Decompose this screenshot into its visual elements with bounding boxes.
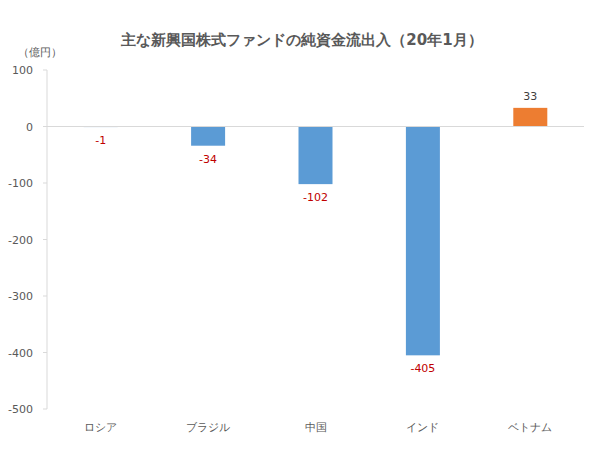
y-tick-label: -100 (8, 177, 33, 190)
y-tick-label: -400 (8, 347, 33, 360)
y-tick (43, 296, 47, 297)
x-tick-label: ブラジル (186, 421, 230, 434)
y-tick-label: 0 (26, 121, 33, 134)
y-tick (43, 409, 47, 410)
y-tick (43, 239, 47, 240)
y-tick-label: 100 (12, 64, 33, 77)
chart-svg: 主な新興国株式ファンドの純資金流出入（20年1月） （億円） -500 -400 -30… (0, 0, 604, 468)
x-tick-label: ロシア (84, 421, 117, 434)
x-axis-line (47, 126, 584, 127)
y-tick (43, 126, 47, 127)
y-tick (43, 183, 47, 184)
y-tick (43, 352, 47, 353)
x-tick-label: 中国 (305, 421, 327, 434)
bar (513, 108, 547, 127)
bar (191, 127, 225, 146)
title: 主な新興国株式ファンドの純資金流出入（20年1月） (120, 31, 482, 49)
chart-container: 主な新興国株式ファンドの純資金流出入（20年1月） （億円） -500 -400 -30… (0, 0, 604, 468)
y-tick-label: -500 (8, 403, 33, 416)
y-tick-label: -300 (8, 290, 33, 303)
y-tick-label: -200 (8, 234, 33, 247)
y-axis-label: （億円） (18, 46, 62, 59)
x-tick-label: インド (406, 421, 439, 434)
data-label: -34 (199, 153, 217, 166)
x-tick-label: ベトナム (508, 421, 552, 434)
data-label: -405 (410, 362, 435, 375)
bar (299, 127, 333, 185)
bar (406, 127, 440, 356)
data-label: -1 (95, 134, 106, 147)
y-tick (43, 70, 47, 71)
data-label: -102 (303, 191, 328, 204)
data-label: 33 (523, 90, 537, 103)
bars (84, 108, 548, 355)
